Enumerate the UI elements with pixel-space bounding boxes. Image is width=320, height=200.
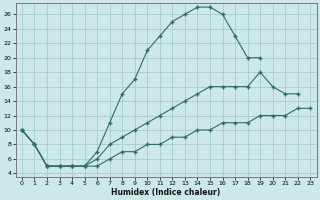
X-axis label: Humidex (Indice chaleur): Humidex (Indice chaleur) [111, 188, 221, 197]
